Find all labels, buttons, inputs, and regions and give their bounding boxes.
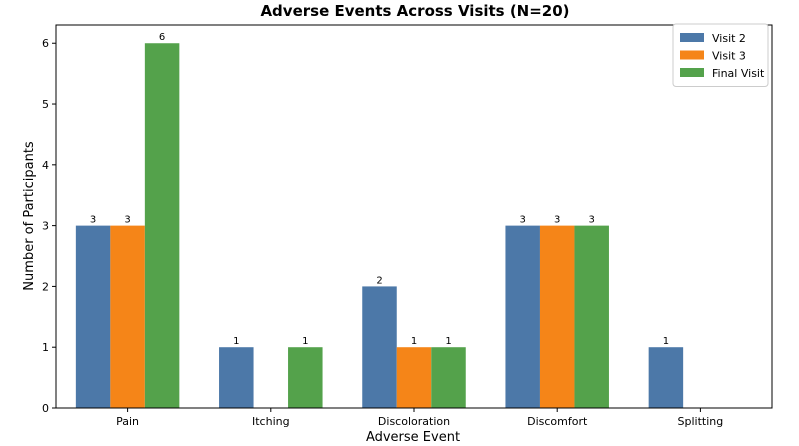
y-tick-label: 2: [42, 280, 49, 293]
bar-discoloration-final-visit: [431, 347, 466, 408]
legend-label: Final Visit: [712, 67, 765, 80]
y-tick-label: 3: [42, 220, 49, 233]
x-tick-label: Discoloration: [378, 415, 450, 428]
x-axis-label: Adverse Event: [366, 430, 460, 445]
bar-pain-visit-2: [75, 225, 111, 408]
bar-itching-visit-2: [219, 347, 254, 408]
data-label: 3: [90, 215, 96, 226]
data-label: 3: [554, 215, 560, 226]
legend-swatch: [680, 50, 704, 60]
legend-label: Visit 3: [712, 50, 746, 63]
bar-discoloration-visit-2: [362, 286, 397, 408]
data-label: 6: [159, 32, 165, 43]
data-label: 1: [233, 336, 239, 347]
x-tick-label: Pain: [116, 415, 139, 428]
data-label: 2: [376, 275, 382, 286]
bar-splitting-visit-2: [648, 347, 684, 408]
bar-itching-final-visit: [288, 347, 323, 408]
legend-swatch: [680, 68, 704, 77]
legend: Visit 2 Visit 3 Final Visit: [672, 23, 769, 87]
y-tick-label: 5: [42, 98, 49, 111]
legend-label: Visit 2: [712, 32, 746, 45]
data-label: 1: [302, 336, 308, 347]
bar-pain-final-visit: [144, 43, 180, 408]
data-label: 1: [663, 336, 669, 347]
y-tick-label: 4: [42, 159, 49, 172]
bar-pain-visit-3: [110, 225, 145, 408]
x-tick-label: Splitting: [678, 415, 724, 428]
bar-discomfort-final-visit: [574, 225, 609, 408]
chart-title: Adverse Events Across Visits (N=20): [260, 2, 569, 20]
data-label: 1: [445, 336, 451, 347]
data-label: 1: [411, 336, 417, 347]
data-label: 3: [589, 215, 595, 226]
y-axis-label: Number of Participants: [22, 141, 37, 291]
data-label: 3: [124, 215, 130, 226]
bar-discoloration-visit-3: [396, 347, 432, 408]
bar-discomfort-visit-2: [505, 225, 540, 408]
bar-discomfort-visit-3: [539, 225, 575, 408]
y-tick-label: 0: [42, 402, 49, 415]
y-tick-label: 6: [42, 37, 49, 50]
x-tick-label: Discomfort: [527, 415, 588, 428]
x-tick-label: Itching: [252, 415, 290, 428]
legend-swatch: [680, 33, 704, 42]
data-label: 3: [520, 215, 526, 226]
y-tick-label: 1: [42, 341, 49, 354]
plot-layer: 3 1 2 3 1 3 1 3 6 1 1 3 0 1 2 3 4 5 6 Pain Itching Discolorat…: [42, 24, 773, 428]
